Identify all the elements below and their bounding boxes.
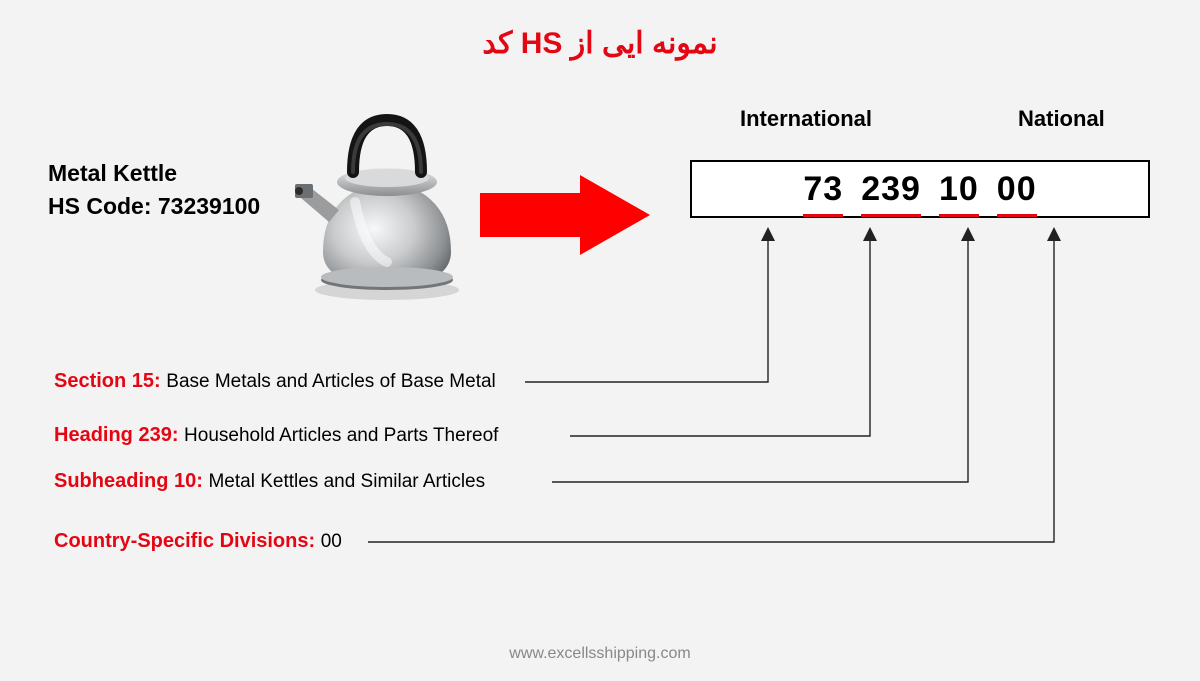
page-title: نمونه ایی از HS کد [0, 26, 1200, 61]
seg-10: 10 [939, 170, 979, 209]
kettle-icon [295, 102, 475, 307]
seg-underline [803, 214, 843, 217]
seg-underline [997, 214, 1037, 217]
desc-text: Metal Kettles and Similar Articles [208, 471, 485, 492]
desc-text: Base Metals and Articles of Base Metal [166, 371, 496, 392]
product-block: Metal Kettle HS Code: 73239100 [48, 160, 260, 220]
desc-country: Country-Specific Divisions: 00 [54, 530, 342, 553]
desc-subheading: Subheading 10: Metal Kettles and Similar… [54, 470, 485, 493]
desc-label: Section 15: [54, 370, 161, 392]
seg-239: 239 [861, 170, 921, 209]
seg-underline [939, 214, 979, 217]
footer-url: www.excellsshipping.com [0, 645, 1200, 663]
seg-73: 73 [803, 170, 843, 209]
title-text: نمونه ایی از HS کد [482, 27, 717, 60]
desc-label: Country-Specific Divisions: [54, 530, 315, 552]
label-national: National [1018, 106, 1105, 132]
arrow-icon [480, 175, 650, 260]
desc-section: Section 15: Base Metals and Articles of … [54, 370, 496, 393]
desc-heading: Heading 239: Household Articles and Part… [54, 424, 498, 447]
desc-text: Household Articles and Parts Thereof [184, 425, 498, 446]
desc-label: Heading 239: [54, 424, 178, 446]
desc-text: 00 [321, 531, 342, 552]
desc-label: Subheading 10: [54, 470, 203, 492]
seg-underline [861, 214, 921, 217]
product-hs-code: HS Code: 73239100 [48, 193, 260, 220]
product-name: Metal Kettle [48, 160, 260, 187]
connectors [0, 0, 1200, 681]
label-international: International [740, 106, 872, 132]
hs-code-box: 73 239 10 00 [690, 160, 1150, 218]
seg-00: 00 [997, 170, 1037, 209]
